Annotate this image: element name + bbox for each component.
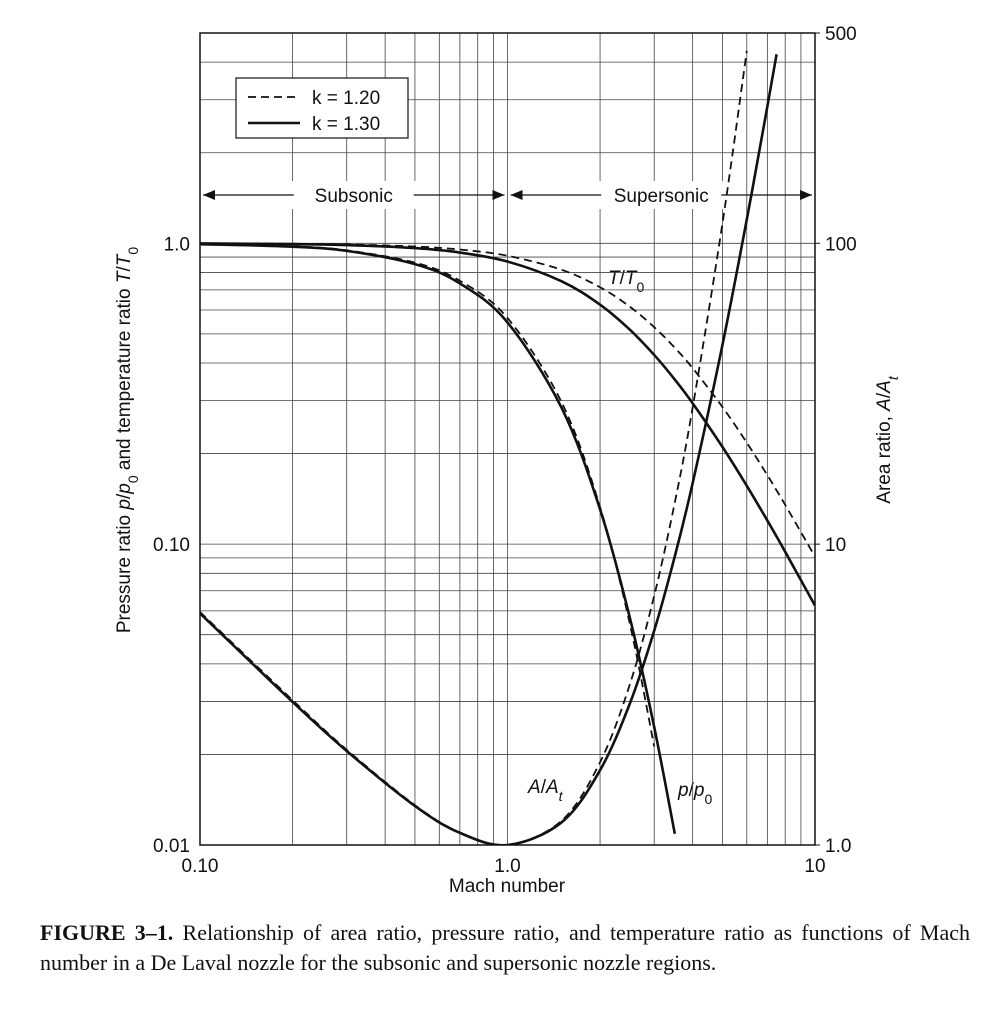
temperature-ratio-curve	[200, 242, 815, 607]
y2-tick-label: 10	[825, 535, 846, 556]
pressure-ratio-curve	[200, 243, 656, 747]
arrow-head	[492, 190, 505, 200]
legend-box	[235, 77, 409, 139]
label-part: Pressure ratio	[114, 510, 135, 634]
region-label: Subsonic	[315, 186, 393, 207]
curve-label: T/T0	[608, 268, 645, 295]
legend-label: k = 1.30	[312, 114, 380, 135]
x-tick-label: 0.10	[182, 856, 219, 877]
label-part: /	[114, 493, 135, 499]
area-ratio-curve	[200, 54, 778, 845]
y-tick-label: 1.0	[164, 234, 190, 255]
curve-label: p/p0	[677, 780, 712, 807]
label-part: t	[885, 375, 901, 380]
chart: Mach number Pressure ratio p/p0 and temp…	[114, 24, 901, 897]
label-part: /	[689, 780, 695, 801]
label-part: A	[874, 380, 895, 394]
area-ratio-curve	[200, 50, 748, 845]
label-part: T	[608, 268, 621, 289]
arrow-head	[510, 190, 523, 200]
label-part: T	[625, 268, 638, 289]
label-part: 0	[704, 791, 712, 807]
label-part: /	[541, 777, 547, 798]
label-part: p	[693, 780, 705, 801]
label-part: /	[114, 266, 135, 272]
arrow-head	[800, 190, 812, 200]
label-part: Area ratio,	[874, 411, 895, 504]
label-part: /	[874, 392, 895, 398]
caption: FIGURE 3–1. Relationship of area ratio, …	[40, 918, 970, 978]
x-tick-label: 1.0	[494, 856, 520, 877]
label-part: and temperature ratio	[114, 283, 135, 475]
label-part: A	[874, 398, 895, 412]
label-part: A	[527, 777, 541, 798]
curve-label: A/At	[527, 777, 564, 804]
label-part: t	[559, 788, 564, 804]
y-tick-label: 0.01	[153, 836, 190, 857]
label-part: 0	[125, 247, 141, 255]
arrow-head	[203, 190, 215, 200]
region-label-bg	[599, 181, 724, 209]
y2-tick-label: 500	[825, 24, 857, 45]
region-label-bg	[291, 181, 416, 209]
label-part: 0	[637, 279, 645, 295]
caption-text: Relationship of area ratio, pressure rat…	[40, 920, 971, 975]
y-tick-label: 0.10	[153, 535, 190, 556]
x-tick-label: 10	[804, 856, 825, 877]
y2-axis-label: Area ratio, A/At	[874, 375, 901, 504]
plot-area	[200, 50, 815, 845]
y-axis-label: Pressure ratio p/p0 and temperature rati…	[114, 247, 141, 634]
legend-label: k = 1.20	[312, 88, 380, 109]
y2-tick-label: 100	[825, 234, 857, 255]
region-label: Supersonic	[614, 186, 709, 207]
label-part: p	[114, 499, 135, 511]
label-part: 0	[125, 475, 141, 483]
label-part: T	[114, 253, 135, 266]
pressure-ratio-curve	[200, 242, 677, 834]
x-axis-label: Mach number	[449, 876, 566, 897]
label-part: /	[620, 268, 626, 289]
caption-label: FIGURE 3–1.	[40, 920, 174, 945]
y2-tick-label: 1.0	[825, 836, 851, 857]
label-part: p	[677, 780, 689, 801]
label-part: p	[114, 483, 135, 495]
label-part: A	[545, 777, 559, 798]
label-part: T	[114, 270, 135, 283]
